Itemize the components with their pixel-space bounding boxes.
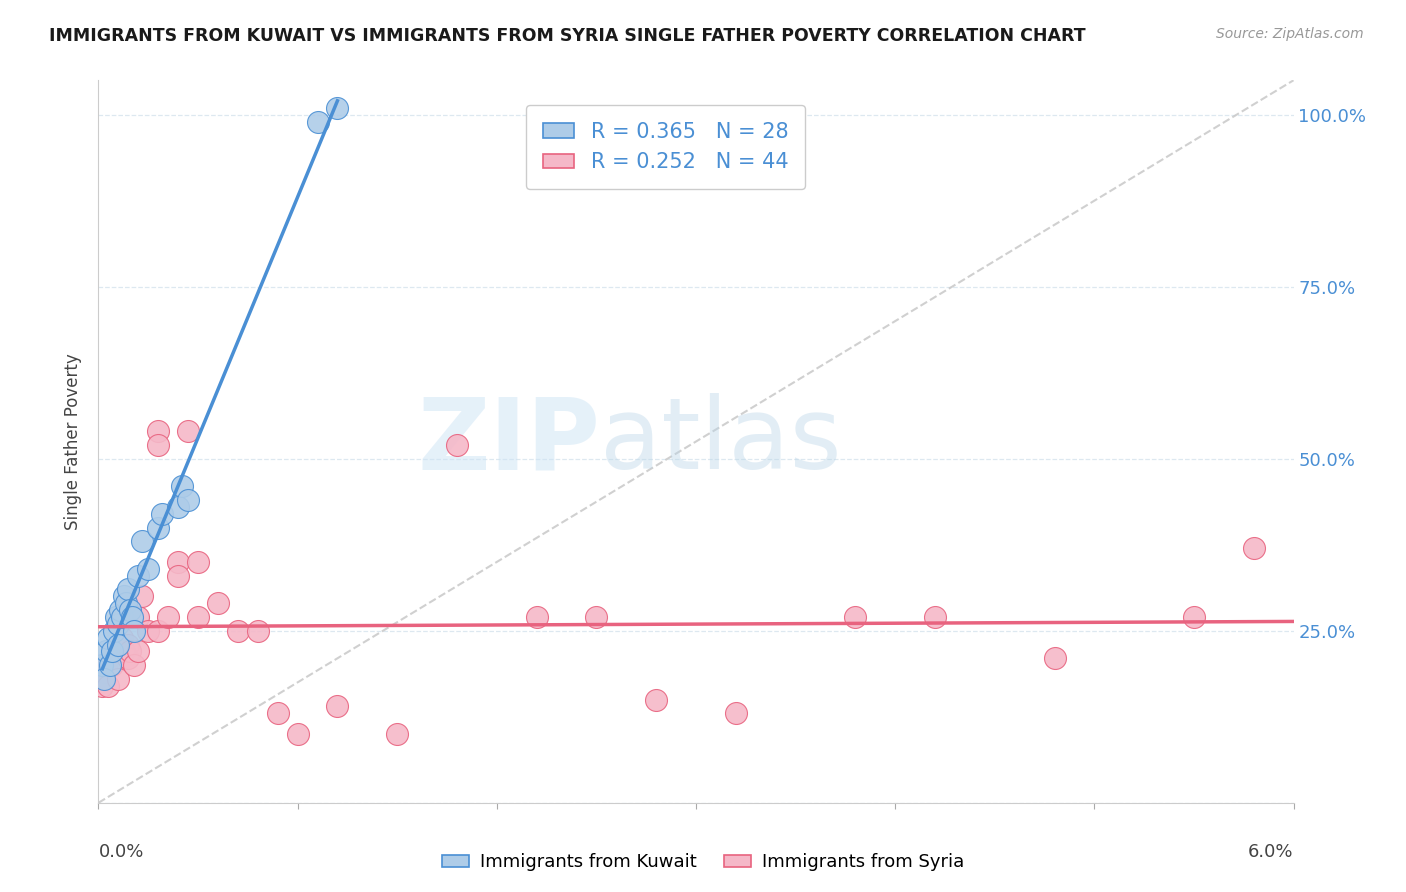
Point bbox=[148, 424, 170, 438]
Point bbox=[177, 424, 200, 438]
Point bbox=[150, 507, 173, 521]
Point bbox=[136, 562, 159, 576]
Point bbox=[97, 679, 120, 693]
Point bbox=[526, 610, 548, 624]
Text: Source: ZipAtlas.com: Source: ZipAtlas.com bbox=[1216, 27, 1364, 41]
Legend: R = 0.365   N = 28, R = 0.252   N = 44: R = 0.365 N = 28, R = 0.252 N = 44 bbox=[526, 105, 806, 189]
Point bbox=[167, 568, 190, 582]
Point bbox=[446, 438, 468, 452]
Point bbox=[101, 658, 124, 673]
Point bbox=[385, 727, 409, 741]
Point bbox=[724, 706, 747, 721]
Point bbox=[107, 644, 129, 658]
Point bbox=[177, 493, 200, 508]
Point bbox=[103, 644, 125, 658]
Point bbox=[91, 679, 114, 693]
Point bbox=[326, 699, 349, 714]
Point bbox=[1043, 651, 1066, 665]
Point bbox=[101, 644, 124, 658]
Point bbox=[1182, 610, 1205, 624]
Point bbox=[115, 596, 138, 610]
Point bbox=[148, 624, 170, 638]
Point bbox=[93, 672, 115, 686]
Point bbox=[107, 672, 129, 686]
Point bbox=[148, 438, 170, 452]
Point bbox=[117, 582, 139, 597]
Point bbox=[112, 644, 135, 658]
Point bbox=[111, 610, 134, 624]
Point bbox=[98, 658, 122, 673]
Point bbox=[120, 603, 142, 617]
Point bbox=[157, 610, 180, 624]
Point bbox=[167, 555, 190, 569]
Point bbox=[645, 692, 668, 706]
Point bbox=[924, 610, 946, 624]
Point bbox=[131, 534, 153, 549]
Text: ZIP: ZIP bbox=[418, 393, 600, 490]
Point bbox=[117, 651, 139, 665]
Point bbox=[120, 644, 142, 658]
Point bbox=[105, 610, 128, 624]
Point bbox=[127, 610, 149, 624]
Point bbox=[127, 568, 149, 582]
Point bbox=[107, 638, 129, 652]
Point bbox=[287, 727, 309, 741]
Point bbox=[844, 610, 866, 624]
Point bbox=[246, 624, 269, 638]
Point bbox=[124, 624, 146, 638]
Point bbox=[267, 706, 290, 721]
Point bbox=[131, 590, 153, 604]
Text: IMMIGRANTS FROM KUWAIT VS IMMIGRANTS FROM SYRIA SINGLE FATHER POVERTY CORRELATIO: IMMIGRANTS FROM KUWAIT VS IMMIGRANTS FRO… bbox=[49, 27, 1085, 45]
Point bbox=[226, 624, 249, 638]
Point bbox=[91, 658, 114, 673]
Y-axis label: Single Father Poverty: Single Father Poverty bbox=[65, 353, 83, 530]
Point bbox=[111, 631, 134, 645]
Point bbox=[136, 624, 159, 638]
Legend: Immigrants from Kuwait, Immigrants from Syria: Immigrants from Kuwait, Immigrants from … bbox=[434, 847, 972, 879]
Point bbox=[96, 644, 118, 658]
Point bbox=[103, 624, 125, 638]
Point bbox=[1243, 541, 1265, 556]
Point bbox=[96, 658, 118, 673]
Text: atlas: atlas bbox=[600, 393, 842, 490]
Point bbox=[124, 658, 146, 673]
Text: 6.0%: 6.0% bbox=[1249, 843, 1294, 861]
Point bbox=[117, 638, 139, 652]
Point bbox=[585, 610, 607, 624]
Point bbox=[187, 555, 209, 569]
Point bbox=[127, 644, 149, 658]
Point bbox=[112, 590, 135, 604]
Point bbox=[172, 479, 194, 493]
Point bbox=[207, 596, 229, 610]
Point bbox=[97, 631, 120, 645]
Point bbox=[148, 520, 170, 534]
Point bbox=[110, 603, 132, 617]
Point bbox=[93, 665, 115, 679]
Point bbox=[107, 616, 129, 631]
Point bbox=[121, 610, 143, 624]
Point bbox=[167, 500, 190, 514]
Point bbox=[307, 114, 329, 128]
Point bbox=[187, 610, 209, 624]
Text: 0.0%: 0.0% bbox=[98, 843, 143, 861]
Point bbox=[326, 101, 349, 115]
